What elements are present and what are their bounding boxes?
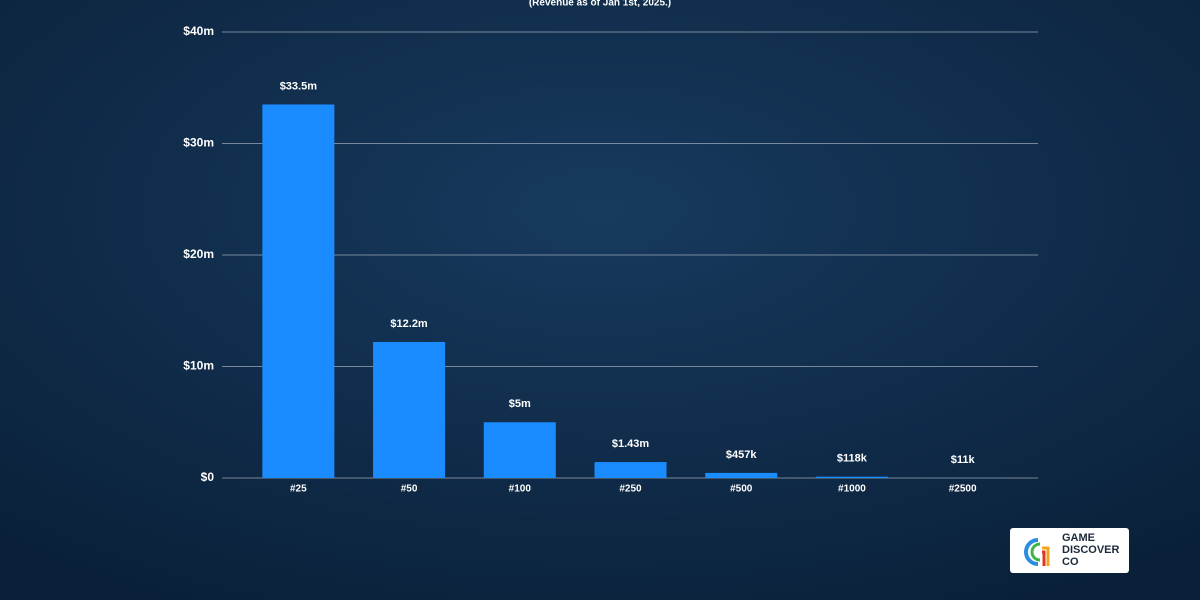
x-tick-label: #50 xyxy=(401,484,418,495)
data-label: $33.5m xyxy=(280,80,318,92)
logo-text: CO xyxy=(1062,556,1079,568)
data-label: $11k xyxy=(951,454,976,466)
x-tick-label: #500 xyxy=(730,484,753,495)
bar xyxy=(815,476,888,478)
logo-text: GAME xyxy=(1062,532,1095,544)
x-tick-label: #2500 xyxy=(949,484,977,495)
data-label: $12.2m xyxy=(390,318,428,330)
y-tick-label: $10m xyxy=(183,359,214,373)
logo-arc xyxy=(1024,538,1039,566)
bar xyxy=(262,104,335,478)
y-tick-label: $30m xyxy=(183,136,214,150)
data-label: $1.43m xyxy=(612,438,650,450)
x-tick-label: #1000 xyxy=(838,484,866,495)
logo-arc xyxy=(1042,550,1046,566)
data-label: $5m xyxy=(509,398,531,410)
x-tick-label: #250 xyxy=(619,484,642,495)
logo-arc xyxy=(1030,542,1041,562)
bar xyxy=(705,472,778,478)
data-label: $118k xyxy=(837,453,868,465)
logo: GAME DISCOVER CO xyxy=(1010,528,1129,573)
logo-text: DISCOVER xyxy=(1062,544,1120,556)
bar xyxy=(483,422,556,478)
x-tick-label: #100 xyxy=(509,484,532,495)
logo-box xyxy=(1010,528,1129,573)
y-tick-label: $20m xyxy=(183,247,214,261)
bar xyxy=(373,341,446,478)
data-label: $457k xyxy=(726,449,757,461)
x-tick-label: #25 xyxy=(290,484,307,495)
logo-arc xyxy=(1042,546,1050,566)
y-tick-label: $0 xyxy=(201,470,215,484)
y-tick-label: $40m xyxy=(183,24,214,38)
chart-subtitle: (Revenue as of Jan 1st, 2025.) xyxy=(529,0,671,9)
bar xyxy=(594,462,667,478)
